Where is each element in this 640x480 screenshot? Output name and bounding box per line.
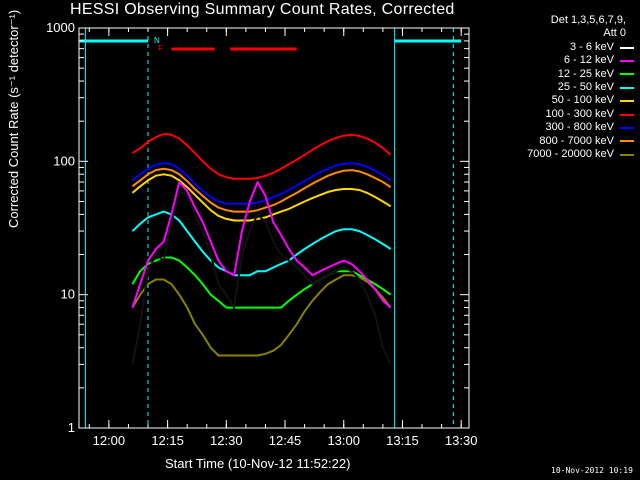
legend-entry-label: 12 - 25 keV: [557, 67, 614, 80]
legend-swatch: [620, 59, 634, 62]
legend-entry-label: 100 - 300 keV: [545, 107, 615, 120]
legend-entry-label: 6 - 12 keV: [563, 54, 614, 67]
legend: Det 1,3,5,6,7,9, Att 0 3 - 6 keV 6 - 12 k…: [478, 14, 634, 161]
series-line-6: [131, 162, 392, 205]
y-tick-label: 100: [53, 153, 75, 168]
flare-label: F: [158, 44, 163, 53]
legend-entry: 300 - 800 keV: [478, 121, 634, 134]
x-tick-label: 12:45: [269, 433, 302, 448]
legend-entry: 3 - 6 keV: [478, 41, 634, 54]
legend-swatch: [620, 73, 634, 76]
legend-swatch: [620, 100, 634, 103]
x-tick-label: 12:30: [210, 433, 243, 448]
axes-frame: [78, 27, 470, 429]
series-line-1: [131, 181, 392, 309]
y-tick-label: 10: [61, 287, 75, 302]
series-line-5: [131, 133, 392, 180]
x-tick-label: 13:15: [386, 433, 419, 448]
legend-header-line-1: Det 1,3,5,6,7,9,: [550, 14, 626, 26]
legend-swatch: [620, 126, 634, 129]
legend-swatch: [620, 86, 634, 89]
series-line-8: [131, 274, 392, 357]
legend-header-line-2: Att 0: [603, 27, 626, 40]
legend-swatch: [620, 113, 634, 116]
y-tick-label: 1: [68, 420, 75, 435]
marker-layer: NF: [79, 28, 462, 428]
legend-entry: 800 - 7000 keV: [478, 135, 634, 148]
legend-entry: 6 - 12 keV: [478, 54, 634, 67]
series-line-7: [131, 167, 392, 213]
y-tick-label: 1000: [46, 20, 75, 35]
legend-entry: 7000 - 20000 keV: [478, 148, 634, 161]
legend-entry: 100 - 300 keV: [478, 108, 634, 121]
series-line-0: [131, 189, 392, 365]
timestamp: 10-Nov-2012 10:19: [551, 466, 633, 475]
legend-entry: 25 - 50 keV: [478, 81, 634, 94]
legend-entry-label: 50 - 100 keV: [551, 94, 614, 107]
night-label: N: [154, 36, 160, 45]
legend-entry-label: 300 - 800 keV: [545, 121, 615, 134]
legend-swatch: [620, 46, 634, 49]
axes-layer: 12:00 12:15 12:30 12:45 13:00 13:15 13:30 1 10 10…: [46, 20, 477, 448]
legend-swatch: [620, 153, 634, 156]
chart-title: HESSI Observing Summary Count Rates, Cor…: [70, 1, 455, 18]
legend-entry-label: 25 - 50 keV: [557, 81, 614, 94]
x-tick-label: 13:00: [327, 433, 360, 448]
legend-entry-label: 800 - 7000 keV: [539, 134, 614, 147]
y-axis-label: Corrected Count Rate (s⁻¹ detector⁻¹): [6, 9, 21, 228]
legend-entry: 50 - 100 keV: [478, 94, 634, 107]
legend-swatch: [620, 140, 634, 143]
legend-entry-label: 3 - 6 keV: [569, 40, 614, 53]
legend-entry: 12 - 25 keV: [478, 68, 634, 81]
x-axis-label: Start Time (10-Nov-12 11:52:22): [165, 456, 351, 471]
series-line-2: [131, 256, 392, 309]
series-layer: [131, 133, 392, 365]
x-tick-label: 12:00: [93, 433, 126, 448]
x-tick-label: 12:15: [151, 433, 184, 448]
series-line-3: [131, 210, 392, 277]
x-tick-label: 13:30: [445, 433, 478, 448]
legend-entry-label: 7000 - 20000 keV: [527, 148, 614, 161]
